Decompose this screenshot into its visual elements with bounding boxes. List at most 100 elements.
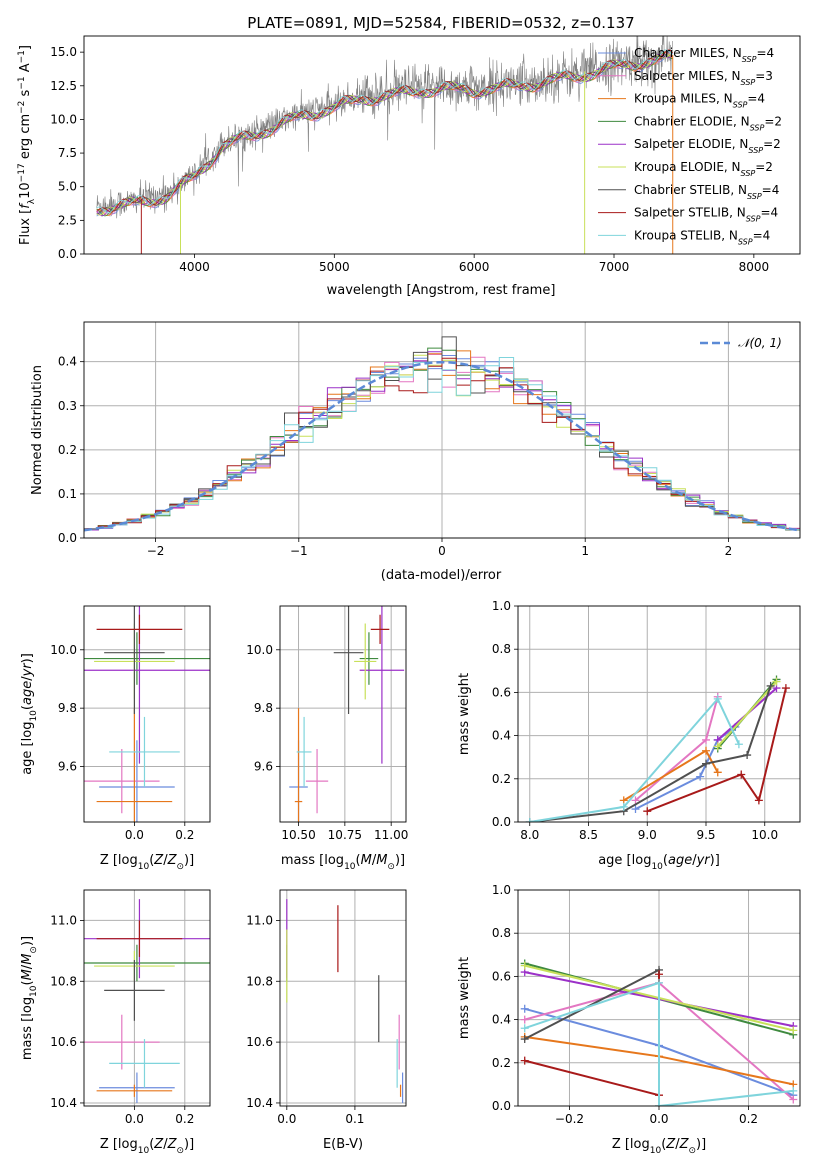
- mass-vs-metallicity-panel: 0.0 0.2 10.4 10.6 10.8 11.0 Z [log10(Z/Z⊙)] mas…: [20, 889, 211, 1156]
- y-tick-label: 10.0: [50, 643, 77, 657]
- y-tick-label: 0.2: [492, 772, 511, 786]
- weight-marker: [520, 1035, 529, 1044]
- weight-line-group: [525, 675, 790, 822]
- x-tick-label: −0.2: [555, 1112, 584, 1126]
- x-axis-label: age [log10(age/yr)]: [598, 853, 720, 872]
- weight-marker: [702, 759, 710, 768]
- x-axis-label: Z [log10(Z/Z⊙)]: [100, 1137, 194, 1156]
- x-tick-label: 0.1: [345, 1112, 364, 1126]
- axes-frame: [83, 889, 211, 1107]
- y-tick-label: 5.0: [58, 180, 77, 194]
- normal-curve: [84, 360, 800, 532]
- weight-series-line: [623, 749, 719, 802]
- x-tick-label: 0: [438, 544, 446, 558]
- errorbar-group: [286, 899, 404, 1103]
- weight-marker: [520, 1056, 529, 1065]
- x-tick-label: 6000: [459, 260, 490, 274]
- x-tick-label: 2: [725, 544, 733, 558]
- y-tick-label: 0.0: [58, 531, 77, 545]
- errorbar-group: [84, 606, 210, 822]
- y-tick-label: 10.4: [50, 1096, 77, 1110]
- age-vs-mass-panel: 10.50 10.75 11.00 9.6 9.8 10.0 mass [log10(M/M…: [246, 605, 408, 872]
- x-tick-label: 4000: [179, 260, 210, 274]
- weight-marker: [772, 677, 781, 686]
- x-tick-label: 5000: [319, 260, 350, 274]
- legend-entry: Salpeter MILES, NSSP=3: [634, 69, 773, 87]
- weight-marker: [737, 770, 746, 779]
- weight-marker: [520, 1015, 529, 1024]
- model-spectrum-line: [96, 50, 673, 215]
- x-tick-label: 8000: [739, 260, 770, 274]
- model-spectrum-line: [96, 53, 673, 217]
- legend-entry: Kroupa ELODIE, NSSP=2: [634, 160, 773, 178]
- weight-marker: [702, 746, 710, 755]
- y-tick-label: 0.8: [492, 642, 511, 656]
- errorbar-group: [84, 899, 210, 1103]
- x-tick-label: 0.0: [277, 1112, 296, 1126]
- weight-series-line: [646, 687, 787, 813]
- axes-frame: [279, 605, 407, 823]
- spectrum-data-group: [96, 36, 674, 254]
- axes-frame: [83, 605, 211, 823]
- weight-line-group: [520, 959, 798, 1106]
- age-vs-metallicity-panel: 0.0 0.2 9.6 9.8 10.0 Z [log10(Z/Z⊙)] age [log1…: [20, 605, 211, 872]
- y-tick-label: 11.0: [246, 913, 273, 927]
- y-tick-label: 11.0: [50, 913, 77, 927]
- y-axis-label: mass weight: [457, 957, 472, 1039]
- y-tick-label: 9.8: [254, 701, 273, 715]
- y-tick-label: 0.6: [492, 685, 511, 699]
- legend-entry: Kroupa MILES, NSSP=4: [634, 92, 765, 110]
- y-tick-label: 12.5: [50, 79, 77, 93]
- model-spectrum-line: [96, 51, 673, 216]
- x-axis-label: mass [log10(M/M⊙)]: [281, 853, 405, 872]
- y-tick-label: 2.5: [58, 213, 77, 227]
- histogram-step: [84, 357, 800, 532]
- legend-entry: Salpeter STELIB, NSSP=4: [634, 206, 778, 224]
- x-tick-label: 11.00: [374, 828, 408, 842]
- x-tick-label: 9.5: [696, 828, 715, 842]
- legend-entry: Chabrier ELODIE, NSSP=2: [634, 114, 782, 131]
- y-tick-label: 10.6: [50, 1035, 77, 1049]
- y-tick-label: 10.8: [246, 974, 273, 988]
- weight-marker: [655, 970, 663, 979]
- y-tick-label: 9.6: [254, 760, 273, 774]
- x-axis-label: Z [log10(Z/Z⊙)]: [100, 853, 194, 872]
- y-tick-label: 10.0: [246, 643, 273, 657]
- mass-weight-vs-metallicity-panel: −0.2 0.0 0.2 0.0 0.2 0.4 0.6 0.8 1.0 mass weight Z…: [457, 883, 801, 1156]
- x-tick-label: 10.50: [281, 828, 315, 842]
- weight-series-line: [524, 981, 794, 1106]
- x-tick-label: 10.75: [328, 828, 362, 842]
- weight-marker: [643, 807, 652, 816]
- weight-marker: [766, 681, 775, 690]
- x-tick-label: −1: [290, 544, 308, 558]
- x-axis-label: wavelength [Angstrom, rest frame]: [327, 283, 556, 298]
- spectrum-panel: 4000 5000 6000 7000 8000 0.0 2.5 5.0 7.5 10.0 12.5…: [17, 35, 801, 298]
- y-tick-label: 0.3: [58, 399, 77, 413]
- axes-frame: [83, 35, 801, 255]
- y-tick-label: 9.6: [58, 760, 77, 774]
- y-tick-label: 10.4: [246, 1096, 273, 1110]
- x-tick-label: 0.0: [125, 1112, 144, 1126]
- weight-marker: [655, 1102, 663, 1106]
- x-tick-label: 9.0: [638, 828, 657, 842]
- x-tick-label: 0.2: [175, 828, 194, 842]
- x-tick-label: −2: [147, 544, 165, 558]
- x-tick-label: 8.5: [579, 828, 598, 842]
- legend-entry: Chabrier STELIB, NSSP=4: [634, 183, 779, 201]
- y-tick-label: 0.8: [492, 926, 511, 940]
- y-tick-label: 10.6: [246, 1035, 273, 1049]
- y-axis-label: mass [log10(M/M⊙)]: [20, 936, 39, 1060]
- weight-marker: [619, 802, 628, 811]
- y-tick-label: 0.0: [492, 1099, 511, 1113]
- axes-frame: [279, 889, 407, 1107]
- mass-weight-vs-age-panel: 8.0 8.5 9.0 9.5 10.0 0.0 0.2 0.4 0.6 0.8 1.0 mass w…: [457, 599, 801, 872]
- mass-vs-extinction-panel: 0.0 0.1 10.4 10.6 10.8 11.0 E(B-V): [246, 889, 407, 1152]
- weight-marker: [696, 772, 705, 781]
- residual-histogram-panel: −2 −1 0 1 2 0.0 0.1 0.2 0.3 0.4 (data-model)/error…: [30, 321, 801, 583]
- y-tick-label: 0.6: [492, 969, 511, 983]
- axes-frame: [517, 889, 801, 1107]
- legend-entry: Kroupa STELIB, NSSP=4: [634, 228, 770, 246]
- weight-marker: [655, 978, 663, 987]
- y-tick-label: 0.1: [58, 487, 77, 501]
